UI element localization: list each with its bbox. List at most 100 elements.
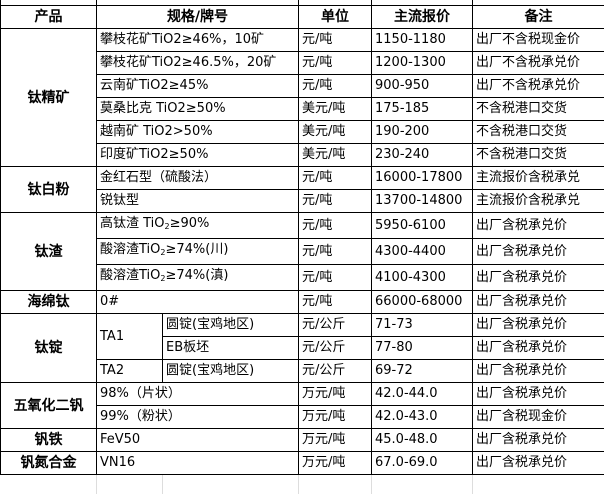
spec-cell: 印度矿TiO2≥50% (97, 144, 299, 167)
spec-cell: 0# (97, 291, 299, 314)
note-cell: 不含税港口交货 (473, 98, 604, 121)
product-name: 五氧化二钒 (1, 383, 97, 429)
price-cell: 900-950 (372, 75, 473, 98)
product-name: 海绵钛 (1, 291, 97, 314)
spec-cell: 莫桑比克 TiO2≥50% (97, 98, 299, 121)
spec-part: ≥74%(滇) (165, 268, 228, 283)
unit-cell: 元/公斤 (299, 360, 372, 383)
price-cell: 45.0-48.0 (372, 429, 473, 452)
note-cell: 出厂含税承兑价 (473, 452, 604, 475)
note-cell: 出厂不含税现金价 (473, 29, 604, 52)
unit-cell: 万元/吨 (299, 452, 372, 475)
unit-cell: 元/公斤 (299, 337, 372, 360)
price-cell: 42.0-44.0 (372, 383, 473, 406)
price-cell: 66000-68000 (372, 291, 473, 314)
note-cell: 出厂含税承兑价 (473, 429, 604, 452)
product-name: 钛渣 (1, 213, 97, 291)
unit-cell: 元/公斤 (299, 314, 372, 337)
unit-cell: 美元/吨 (299, 121, 372, 144)
price-cell: 175-185 (372, 98, 473, 121)
spec-cell: 金红石型（硫酸法） (97, 167, 299, 190)
price-cell: 67.0-69.0 (372, 452, 473, 475)
unit-cell: 元/吨 (299, 167, 372, 190)
price-cell: 69-72 (372, 360, 473, 383)
note-cell: 不含税港口交货 (473, 144, 604, 167)
spec-cell: 攀枝花矿TiO2≥46.5%，20矿 (97, 52, 299, 75)
unit-cell: 美元/吨 (299, 98, 372, 121)
header-unit: 单位 (299, 6, 372, 29)
spec-cell: 圆锭(宝鸡地区) (163, 314, 299, 337)
unit-cell: 万元/吨 (299, 429, 372, 452)
price-cell: 13700-14800 (372, 190, 473, 213)
spec-cell: 圆锭(宝鸡地区) (163, 360, 299, 383)
spec-part: ≥74%(川) (165, 242, 228, 257)
spec-cell: EB板坯 (163, 337, 299, 360)
price-cell: 4300-4400 (372, 239, 473, 265)
price-cell: 71-73 (372, 314, 473, 337)
note-cell: 出厂含税承兑价 (473, 291, 604, 314)
unit-cell: 元/吨 (299, 265, 372, 291)
header-row: 产品 规格/牌号 单位 主流报价 备注 (1, 6, 604, 29)
product-name: 钒铁 (1, 429, 97, 452)
note-cell: 出厂含税现金价 (473, 406, 604, 429)
price-cell: 1150-1180 (372, 29, 473, 52)
unit-cell: 元/吨 (299, 29, 372, 52)
spec-cell: 酸溶渣TiO2≥74%(川) (97, 239, 299, 265)
spec-cell: VN16 (97, 452, 299, 475)
price-cell: 230-240 (372, 144, 473, 167)
spec-part: 高钛渣 TiO (100, 216, 165, 231)
header-spec: 规格/牌号 (97, 6, 299, 29)
note-cell: 出厂不含税承兑价 (473, 52, 604, 75)
price-cell: 42.0-43.0 (372, 406, 473, 429)
unit-cell: 元/吨 (299, 52, 372, 75)
note-cell: 出厂含税承兑价 (473, 337, 604, 360)
unit-cell: 元/吨 (299, 291, 372, 314)
unit-cell: 元/吨 (299, 190, 372, 213)
spec-cell: FeV50 (97, 429, 299, 452)
grade-cell: TA1 (97, 314, 163, 360)
grade-cell: TA2 (97, 360, 163, 383)
product-name: 钛白粉 (1, 167, 97, 213)
product-name: 钒氮合金 (1, 452, 97, 475)
header-product: 产品 (1, 6, 97, 29)
unit-cell: 元/吨 (299, 75, 372, 98)
note-cell: 出厂含税承兑价 (473, 360, 604, 383)
spec-part: 酸溶渣TiO (100, 268, 160, 283)
note-cell: 出厂含税承兑价 (473, 213, 604, 239)
unit-cell: 万元/吨 (299, 383, 372, 406)
note-cell: 出厂不含税承兑价 (473, 75, 604, 98)
spec-part: ≥90% (170, 216, 210, 231)
note-cell: 主流报价含税承兑 (473, 190, 604, 213)
product-name: 钛精矿 (1, 29, 97, 167)
price-cell: 16000-17800 (372, 167, 473, 190)
price-cell: 1200-1300 (372, 52, 473, 75)
spec-cell: 98%（片状） (97, 383, 299, 406)
unit-cell: 美元/吨 (299, 144, 372, 167)
unit-cell: 元/吨 (299, 239, 372, 265)
note-cell: 不含税港口交货 (473, 121, 604, 144)
note-cell: 出厂含税承兑价 (473, 383, 604, 406)
spec-cell: 攀枝花矿TiO2≥46%，10矿 (97, 29, 299, 52)
spec-cell: 酸溶渣TiO2≥74%(滇) (97, 265, 299, 291)
header-note: 备注 (473, 6, 604, 29)
spec-cell: 高钛渣 TiO2≥90% (97, 213, 299, 239)
price-cell: 4100-4300 (372, 265, 473, 291)
spec-cell: 99%（粉状） (97, 406, 299, 429)
note-cell: 出厂含税承兑价 (473, 314, 604, 337)
spec-cell: 锐钛型 (97, 190, 299, 213)
spec-part: 酸溶渣TiO (100, 242, 160, 257)
unit-cell: 元/吨 (299, 213, 372, 239)
price-cell: 77-80 (372, 337, 473, 360)
spec-cell: 云南矿TiO2≥45% (97, 75, 299, 98)
blank-row (1, 475, 604, 494)
note-cell: 出厂含税承兑价 (473, 239, 604, 265)
